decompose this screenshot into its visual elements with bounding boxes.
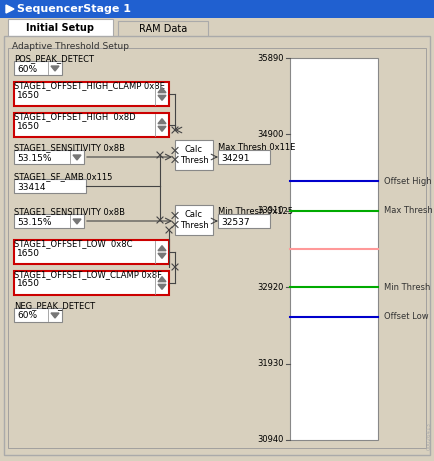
Text: 53.15%: 53.15% [17, 154, 51, 162]
Polygon shape [51, 313, 59, 318]
Polygon shape [158, 126, 166, 131]
Text: Min Thresh: Min Thresh [383, 283, 429, 292]
Polygon shape [158, 284, 166, 290]
Bar [14, 113, 169, 137]
Text: STAGE1_OFFSET_LOW  0x8C: STAGE1_OFFSET_LOW 0x8C [14, 239, 132, 248]
Bar [217, 214, 270, 228]
Bar [217, 150, 270, 164]
Text: STAGE1_OFFSET_LOW_CLAMP 0x8F: STAGE1_OFFSET_LOW_CLAMP 0x8F [14, 270, 161, 279]
Bar [14, 240, 169, 264]
Text: 33910: 33910 [257, 207, 283, 215]
Polygon shape [158, 88, 166, 93]
Text: 30940: 30940 [257, 436, 283, 444]
Text: Offset High: Offset High [383, 177, 431, 186]
Text: 1650: 1650 [17, 90, 40, 100]
Bar [0, 0, 434, 18]
Polygon shape [6, 5, 14, 13]
Polygon shape [51, 66, 59, 71]
Text: Calc
Thresh: Calc Thresh [179, 210, 208, 230]
Bar [8, 48, 425, 448]
Bar [0, 18, 434, 38]
Text: 31930: 31930 [257, 359, 283, 368]
Polygon shape [158, 118, 166, 124]
Bar [118, 21, 207, 37]
Text: SequencerStage 1: SequencerStage 1 [17, 4, 131, 14]
Text: 33414: 33414 [17, 183, 46, 191]
Text: STAGE1_SENSITIVITY 0x8B: STAGE1_SENSITIVITY 0x8B [14, 143, 125, 152]
Text: Min Thresh 0x125: Min Thresh 0x125 [217, 207, 293, 216]
Text: 60%: 60% [17, 65, 37, 73]
Bar [14, 61, 62, 75]
Polygon shape [158, 254, 166, 258]
Text: STAGE1_SENSITIVITY 0x8B: STAGE1_SENSITIVITY 0x8B [14, 207, 125, 216]
Text: Offset Low: Offset Low [383, 312, 427, 321]
Polygon shape [158, 95, 166, 100]
Text: 60%: 60% [17, 312, 37, 320]
Polygon shape [158, 277, 166, 282]
Text: Calc
Thresh: Calc Thresh [179, 145, 208, 165]
Text: RAM Data: RAM Data [138, 24, 187, 34]
Text: 35890: 35890 [257, 53, 283, 63]
Bar [8, 19, 113, 37]
Bar [14, 150, 84, 164]
Text: STAGE1_SF_AMB 0x115: STAGE1_SF_AMB 0x115 [14, 172, 112, 181]
Text: Adaptive Threshold Setup: Adaptive Threshold Setup [12, 42, 129, 51]
Text: Initial Setup: Initial Setup [26, 23, 94, 33]
Bar [14, 82, 169, 106]
Text: NEG_PEAK_DETECT: NEG_PEAK_DETECT [14, 301, 95, 310]
Text: Max Thresh 0x11E: Max Thresh 0x11E [217, 143, 295, 152]
Bar [14, 214, 84, 228]
Polygon shape [73, 219, 81, 224]
Polygon shape [158, 246, 166, 251]
Text: 32920: 32920 [257, 283, 283, 292]
Bar [14, 271, 169, 295]
Bar [174, 140, 213, 170]
Text: 34291: 34291 [220, 154, 249, 162]
Bar [174, 205, 213, 235]
Text: 32537: 32537 [220, 218, 249, 226]
Text: Max Thresh: Max Thresh [383, 207, 432, 215]
Bar [289, 58, 377, 440]
Text: STAGE1_OFFSET_HIGH_CLAMP 0x8E: STAGE1_OFFSET_HIGH_CLAMP 0x8E [14, 81, 164, 90]
Bar [14, 179, 86, 193]
Bar [14, 308, 62, 322]
Text: STAGE1_OFFSET_HIGH  0x8D: STAGE1_OFFSET_HIGH 0x8D [14, 112, 135, 121]
Text: POS_PEAK_DETECT: POS_PEAK_DETECT [14, 54, 94, 63]
Text: 53.15%: 53.15% [17, 218, 51, 226]
Text: 1650: 1650 [17, 248, 40, 258]
Text: 34900: 34900 [257, 130, 283, 139]
Text: 00026413: 00026413 [426, 422, 431, 450]
Text: 1650: 1650 [17, 279, 40, 289]
Polygon shape [73, 155, 81, 160]
Text: 1650: 1650 [17, 122, 40, 130]
